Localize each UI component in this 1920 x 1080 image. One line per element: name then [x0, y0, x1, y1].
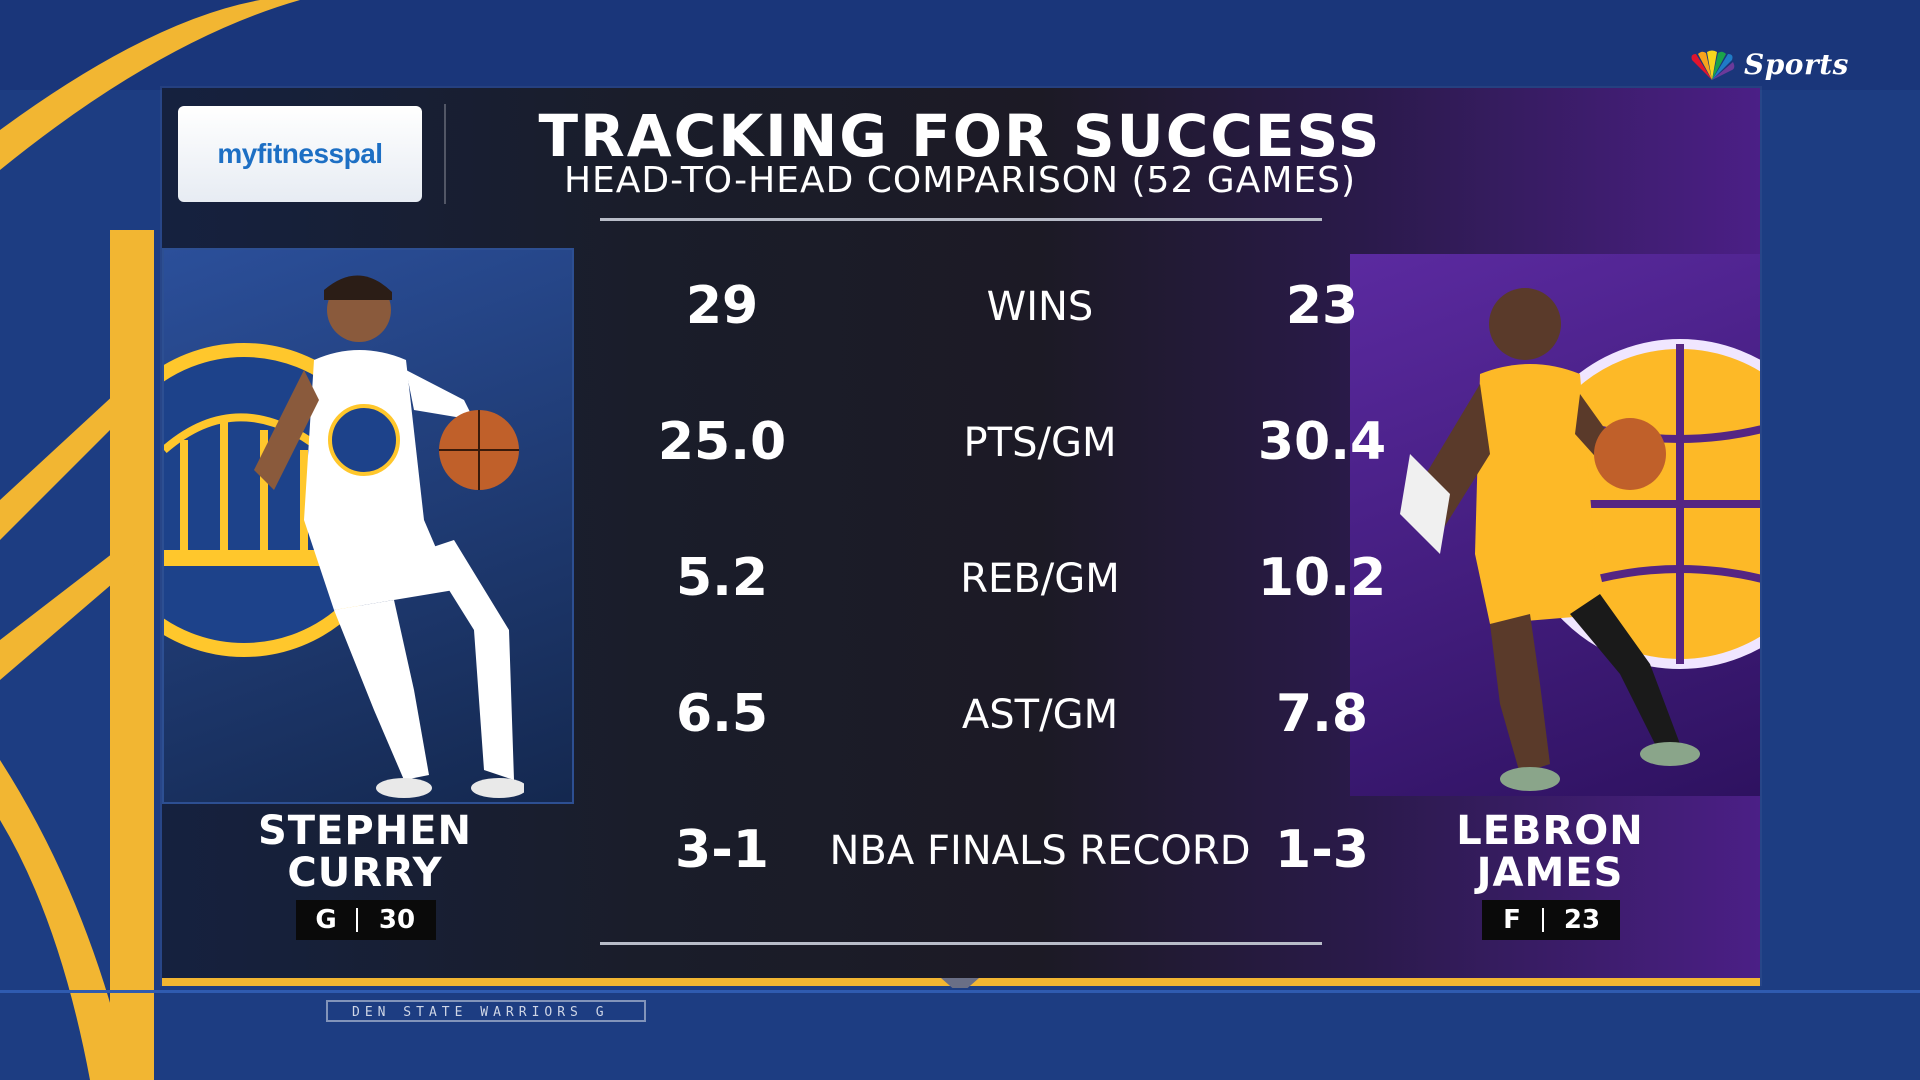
jersey-number-right: 23 [1563, 905, 1601, 935]
network-logo: Sports [1688, 46, 1848, 86]
sponsor-divider [444, 104, 446, 204]
network-logo-text: Sports [1744, 48, 1849, 81]
stat-row-reb: 5.2 REB/GM 10.2 [560, 548, 1386, 628]
player-figure-left [254, 275, 524, 798]
stat-row-pts: 25.0 PTS/GM 30.4 [560, 412, 1386, 492]
player-name-right: LEBRON JAMES [1400, 810, 1700, 894]
player-first-name-left: STEPHEN [257, 808, 472, 854]
panel-notch [941, 978, 979, 988]
stat-value-left: 3-1 [675, 820, 769, 880]
player-photo-right [1350, 254, 1760, 796]
sponsor-logo: myfitnesspal [178, 106, 422, 202]
stat-row-ast: 6.5 AST/GM 7.8 [560, 684, 1368, 764]
peacock-icon [1691, 50, 1735, 80]
stat-value-left: 6.5 [675, 684, 769, 744]
stat-value-left: 25.0 [657, 412, 787, 472]
stat-value-left: 5.2 [675, 548, 769, 608]
stat-label: AST/GM [961, 692, 1119, 738]
position-badge-left: G 30 [296, 900, 436, 940]
stat-value-right: 23 [1285, 276, 1359, 336]
position-badge-right: F 23 [1482, 900, 1620, 940]
player-name-left: STEPHEN CURRY [215, 810, 515, 894]
badge-separator-right [1542, 908, 1544, 932]
position-right: F [1503, 905, 1521, 935]
jersey-number-left: 30 [378, 905, 416, 935]
stat-value-left: 29 [685, 276, 759, 336]
stat-row-wins: 29 WINS 23 [560, 276, 1360, 356]
stat-value-right: 30.4 [1257, 412, 1387, 472]
divider-bottom [600, 942, 1322, 945]
stat-value-right: 1-3 [1275, 820, 1369, 880]
stat-value-right: 10.2 [1257, 548, 1387, 608]
divider-top [600, 218, 1322, 221]
stat-value-right: 7.8 [1275, 684, 1369, 744]
player-last-name-left: CURRY [287, 850, 443, 896]
stat-label: NBA FINALS RECORD [829, 828, 1251, 874]
position-left: G [315, 905, 337, 935]
badge-separator-left [356, 908, 358, 932]
stat-label: REB/GM [960, 556, 1120, 602]
stat-label: PTS/GM [963, 420, 1117, 466]
page-subtitle: HEAD-TO-HEAD COMPARISON (52 GAMES) [563, 160, 1357, 201]
player-first-name-right: LEBRON [1456, 808, 1644, 854]
player-figure-right [1400, 288, 1700, 791]
stat-label: WINS [986, 284, 1094, 330]
page-title: TRACKING FOR SUCCESS [538, 102, 1382, 170]
stat-row-finals: 3-1 NBA FINALS RECORD 1-3 [560, 820, 1369, 900]
player-photo-left [162, 248, 574, 804]
ticker-bar: DEN STATE WARRIORS G [326, 1000, 646, 1022]
player-last-name-right: JAMES [1476, 850, 1624, 896]
